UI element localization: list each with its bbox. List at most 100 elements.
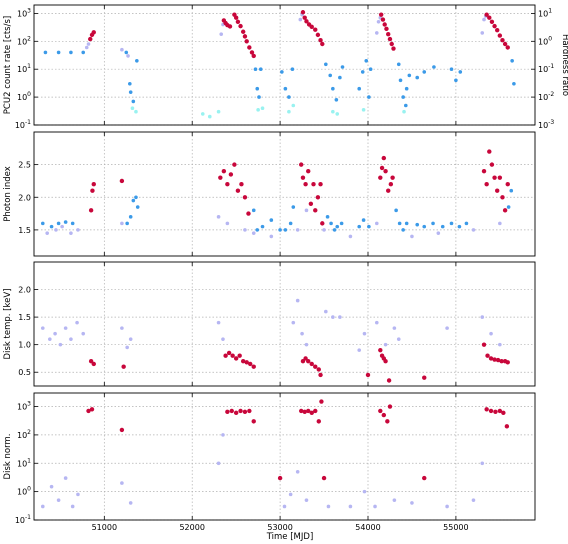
data-point [287, 95, 291, 99]
data-point [237, 353, 242, 358]
data-point [471, 498, 476, 502]
data-point [257, 95, 261, 99]
data-point [242, 34, 248, 39]
x-tick-label: 53000 [267, 523, 292, 532]
panel-frame [33, 4, 536, 126]
data-point [124, 50, 129, 55]
data-point [45, 231, 49, 235]
y-tick-label: 100 [17, 486, 31, 497]
data-point [304, 208, 309, 213]
y-axis-label: Disk norm. [3, 434, 13, 480]
data-point [357, 224, 362, 229]
data-point [126, 54, 130, 58]
data-point [504, 424, 510, 429]
data-point [464, 221, 469, 226]
data-point [238, 23, 243, 29]
data-point [256, 108, 260, 112]
data-point [487, 15, 492, 20]
data-point [295, 298, 300, 303]
data-point [128, 501, 133, 505]
y-tick-label: 103 [17, 7, 31, 18]
data-point [335, 224, 340, 229]
data-point [403, 103, 408, 108]
data-point [509, 188, 514, 193]
data-point [480, 31, 485, 35]
data-point [383, 359, 388, 364]
right-y-tick-label: 101 [538, 7, 552, 18]
data-point [374, 320, 379, 325]
data-point [440, 224, 445, 229]
data-point [332, 228, 337, 232]
right-y-tick-label: 100 [538, 35, 552, 46]
data-point [318, 372, 323, 378]
data-point [495, 188, 500, 193]
data-point [415, 75, 420, 80]
data-point [230, 353, 235, 358]
data-point [227, 24, 233, 29]
data-point [497, 408, 503, 414]
data-point [381, 155, 387, 161]
data-point [388, 182, 394, 187]
data-point [269, 234, 274, 239]
right-y-tick-label: 10-1 [538, 63, 554, 74]
y-tick-label: 10-1 [15, 514, 31, 525]
data-point [326, 504, 331, 509]
x-tick-label: 54000 [355, 523, 380, 532]
data-point [295, 470, 300, 474]
data-point [242, 195, 248, 200]
data-point [88, 359, 94, 364]
data-point [40, 221, 45, 226]
data-point [54, 228, 58, 232]
data-point [218, 175, 223, 180]
data-point [287, 109, 291, 114]
data-point [253, 67, 258, 71]
data-point [240, 29, 246, 34]
data-point [131, 198, 136, 203]
data-point [128, 215, 133, 219]
data-point [488, 408, 494, 414]
data-point [247, 45, 252, 50]
data-point [501, 410, 506, 416]
data-point [283, 228, 288, 232]
data-point [306, 168, 311, 174]
data-point [251, 53, 256, 59]
data-point [290, 67, 295, 71]
data-point [86, 408, 91, 414]
data-point [269, 218, 274, 222]
data-point [251, 231, 256, 235]
data-point [288, 221, 293, 226]
data-point [387, 404, 393, 409]
data-point [316, 367, 321, 372]
data-point [306, 359, 311, 364]
data-point [48, 337, 52, 341]
data-point [235, 19, 241, 24]
data-point [89, 407, 95, 412]
data-point [225, 182, 230, 187]
data-point [361, 108, 366, 112]
data-point [396, 337, 401, 341]
data-point [390, 175, 395, 180]
plot-area [34, 5, 535, 125]
data-point [70, 504, 75, 509]
y-tick-label: 1.5 [18, 313, 31, 322]
data-point [484, 407, 489, 412]
data-point [244, 39, 249, 44]
data-point [367, 224, 371, 229]
panel-frame [33, 261, 536, 387]
data-point [320, 41, 325, 47]
data-point [315, 195, 321, 200]
data-point [383, 342, 388, 347]
data-point [502, 208, 508, 213]
data-point [282, 504, 287, 509]
data-point [398, 78, 403, 83]
data-point [331, 315, 335, 319]
data-point [309, 361, 314, 367]
data-point [300, 175, 306, 180]
data-point [255, 86, 260, 91]
data-point [302, 409, 307, 415]
data-point [258, 67, 263, 71]
data-point [401, 228, 405, 232]
data-point [357, 86, 362, 91]
data-point [488, 356, 494, 361]
data-point [367, 95, 371, 99]
